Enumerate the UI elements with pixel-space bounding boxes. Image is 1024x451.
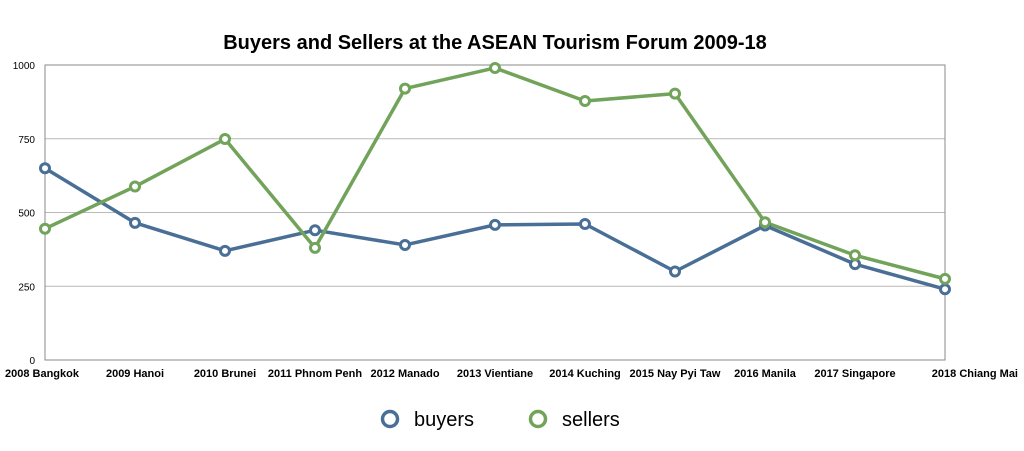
y-tick-label: 500 [18,209,35,220]
x-tick-label: 2015 Nay Pyi Taw [630,368,721,380]
data-point-sellers [129,180,141,193]
data-point-sellers [399,82,411,95]
grid-lines [45,64,945,361]
legend-marker-sellers [528,409,548,429]
data-point-buyers [579,218,591,231]
data-point-buyers [39,162,51,175]
x-tick-label: 2010 Brunei [194,368,256,380]
data-point-buyers [669,265,681,278]
y-tick-label: 250 [18,282,35,293]
series-lines [39,61,951,296]
legend-label-buyers: buyers [414,409,474,431]
y-tick-label: 1000 [13,61,36,72]
y-axis-ticks: 0 250 500 750 1000 [13,61,36,367]
data-point-buyers [939,283,951,296]
x-tick-label: 2008 Bangkok [5,368,80,380]
legend: buyers sellers [380,409,620,431]
data-point-sellers [489,61,501,74]
data-point-sellers [669,87,681,100]
x-tick-label: 2014 Kuching [549,368,621,380]
data-point-buyers [309,224,321,237]
data-point-buyers [489,218,501,231]
data-point-buyers [129,216,141,229]
chart-title: Buyers and Sellers at the ASEAN Tourism … [223,32,767,54]
x-tick-label: 2016 Manila [734,368,797,380]
data-point-sellers [39,222,51,235]
data-point-sellers [579,94,591,107]
data-point-sellers [219,133,231,146]
data-point-sellers [849,249,861,262]
y-tick-label: 750 [18,135,35,146]
x-tick-label: 2017 Singapore [814,368,895,380]
x-tick-label: 2011 Phnom Penh [268,368,362,380]
legend-marker-buyers [380,409,400,429]
x-tick-label: 2009 Hanoi [106,368,164,380]
x-tick-label: 2013 Vientiane [457,368,533,380]
series-line-sellers [44,66,946,281]
data-point-sellers [759,216,771,229]
x-tick-label: 2012 Manado [370,368,439,380]
y-tick-label: 0 [29,356,35,367]
legend-label-sellers: sellers [562,409,620,431]
data-point-sellers [309,241,321,254]
data-point-buyers [399,238,411,251]
x-tick-label: 2018 Chiang Mai [932,368,1018,380]
data-point-sellers [939,272,951,285]
data-point-buyers [219,244,231,257]
x-axis-ticks: 2008 Bangkok 2009 Hanoi 2010 Brunei 2011 Ph… [5,368,1018,380]
